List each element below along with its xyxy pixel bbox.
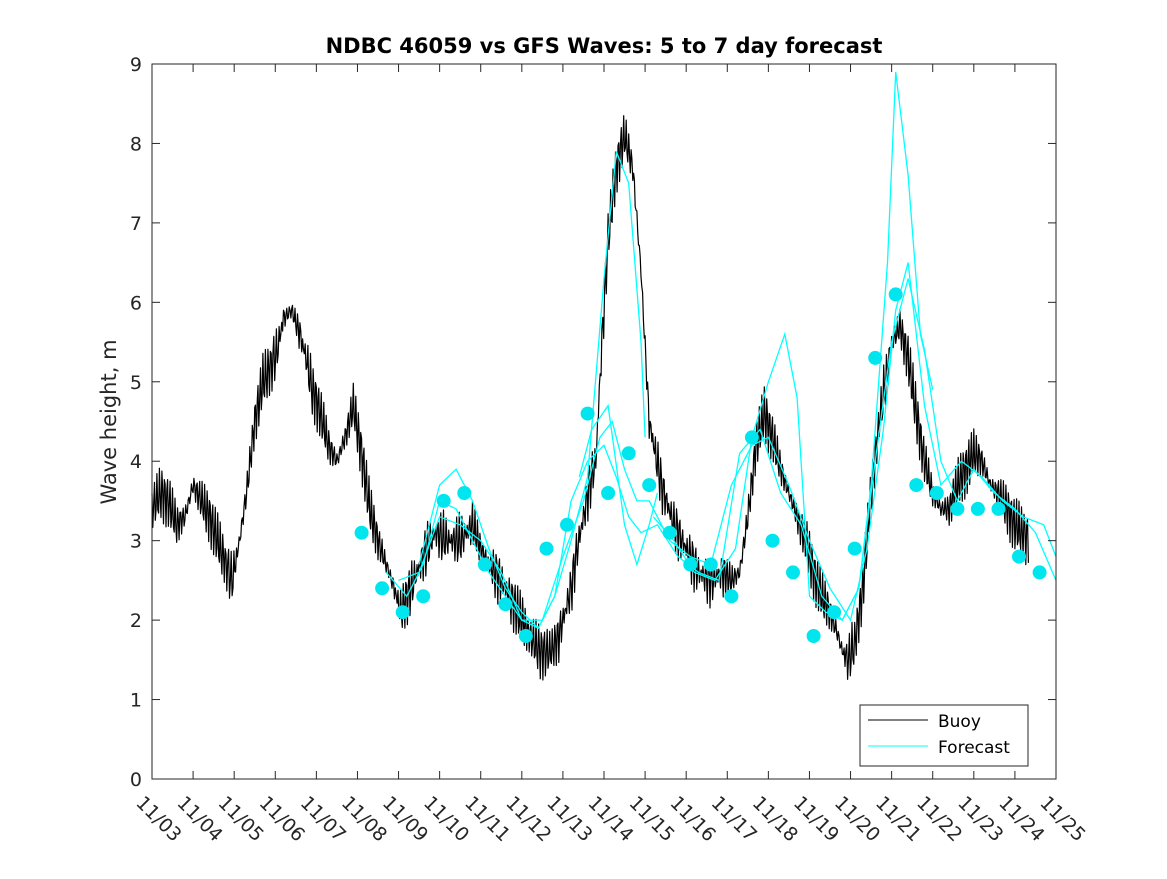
forecast-point bbox=[1012, 549, 1026, 564]
forecast-point bbox=[1032, 565, 1047, 580]
forecast-point bbox=[518, 629, 533, 643]
legend-buoy-label: Buoy bbox=[938, 712, 981, 732]
chart-title: NDBC 46059 vs GFS Waves: 5 to 7 day fore… bbox=[326, 34, 883, 58]
y-tick-label: 3 bbox=[130, 531, 142, 553]
forecast-point bbox=[642, 478, 657, 493]
forecast-point bbox=[477, 557, 492, 572]
y-tick-label: 4 bbox=[130, 451, 142, 473]
forecast-point bbox=[970, 501, 985, 516]
forecast-point bbox=[395, 605, 410, 620]
forecast-point bbox=[539, 541, 554, 556]
forecast-point bbox=[580, 406, 595, 421]
forecast-point bbox=[950, 501, 965, 516]
forecast-point bbox=[929, 486, 944, 500]
forecast-point bbox=[703, 557, 718, 572]
forecast-point bbox=[888, 287, 903, 302]
plot-area bbox=[151, 71, 1057, 681]
y-tick-label: 5 bbox=[130, 372, 142, 394]
legend-forecast-label: Forecast bbox=[938, 738, 1010, 758]
forecast-point bbox=[868, 350, 883, 365]
forecast-point bbox=[354, 525, 369, 540]
y-tick-label: 7 bbox=[130, 213, 142, 235]
forecast-point bbox=[786, 565, 800, 580]
forecast-point bbox=[662, 525, 677, 540]
forecast-point bbox=[765, 533, 780, 548]
y-tick-label: 9 bbox=[130, 54, 142, 76]
y-axis-label: Wave height, m bbox=[97, 339, 121, 504]
y-tick-label: 8 bbox=[130, 133, 142, 155]
forecast-point bbox=[601, 486, 616, 500]
forecast-point bbox=[806, 629, 821, 643]
series-buoy-line bbox=[151, 115, 1029, 681]
forecast-point bbox=[909, 478, 924, 493]
forecast-point bbox=[683, 557, 698, 572]
forecast-point bbox=[991, 501, 1006, 516]
forecast-point bbox=[827, 605, 842, 620]
series-forecast-line bbox=[418, 151, 646, 630]
forecast-point bbox=[560, 517, 574, 532]
forecast-point bbox=[498, 597, 513, 612]
y-tick-label: 6 bbox=[130, 292, 142, 314]
series-forecast-line bbox=[578, 403, 659, 567]
y-tick-label: 1 bbox=[130, 690, 142, 712]
forecast-point bbox=[416, 589, 431, 604]
legend: Buoy Forecast bbox=[859, 704, 1029, 767]
forecast-point bbox=[621, 446, 636, 461]
forecast-point bbox=[744, 430, 759, 445]
y-tick-label: 0 bbox=[130, 769, 142, 791]
forecast-point bbox=[436, 493, 451, 508]
series-forecast-line bbox=[385, 278, 1057, 629]
forecast-point bbox=[375, 581, 390, 596]
legend-box bbox=[859, 704, 1029, 767]
forecast-point bbox=[847, 541, 862, 556]
forecast-point bbox=[457, 486, 472, 500]
series-forecast-line bbox=[652, 71, 934, 621]
y-tick-label: 2 bbox=[130, 610, 142, 632]
forecast-point bbox=[724, 589, 739, 604]
